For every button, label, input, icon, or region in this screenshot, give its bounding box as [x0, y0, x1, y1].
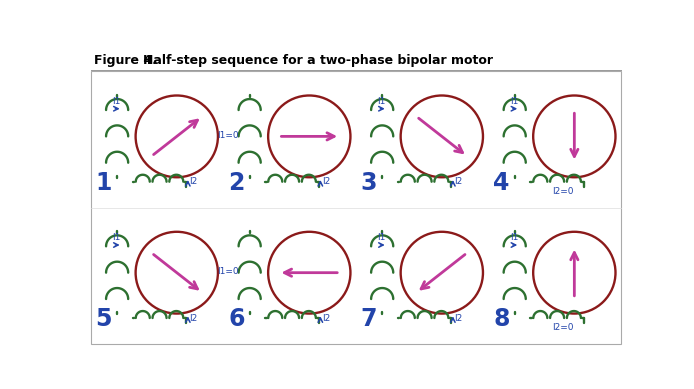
Text: 4: 4 — [493, 171, 509, 195]
Text: 8: 8 — [493, 307, 509, 331]
Text: 6: 6 — [228, 307, 245, 331]
Text: I1=0: I1=0 — [217, 267, 239, 277]
Text: 1: 1 — [96, 171, 112, 195]
Text: I2: I2 — [189, 314, 198, 322]
Text: I1: I1 — [112, 96, 121, 106]
Text: I2: I2 — [455, 177, 463, 186]
Text: I1=0: I1=0 — [217, 131, 239, 140]
Text: I1: I1 — [378, 233, 386, 242]
Text: 2: 2 — [228, 171, 244, 195]
Text: 5: 5 — [96, 307, 112, 331]
Text: I1: I1 — [510, 233, 518, 242]
Text: 7: 7 — [361, 307, 377, 331]
Text: Figure 4.: Figure 4. — [94, 54, 158, 67]
Text: I2: I2 — [189, 177, 198, 186]
Text: I2: I2 — [322, 314, 330, 322]
Text: I2=0: I2=0 — [552, 187, 574, 196]
Text: I2=0: I2=0 — [552, 323, 574, 332]
Text: Half-step sequence for a two-phase bipolar motor: Half-step sequence for a two-phase bipol… — [142, 54, 493, 67]
Text: I1: I1 — [510, 96, 518, 106]
Text: I1: I1 — [378, 96, 386, 106]
Text: 3: 3 — [361, 171, 377, 195]
Text: I2: I2 — [322, 177, 330, 186]
Text: I2: I2 — [455, 314, 463, 322]
Text: I1: I1 — [112, 233, 121, 242]
